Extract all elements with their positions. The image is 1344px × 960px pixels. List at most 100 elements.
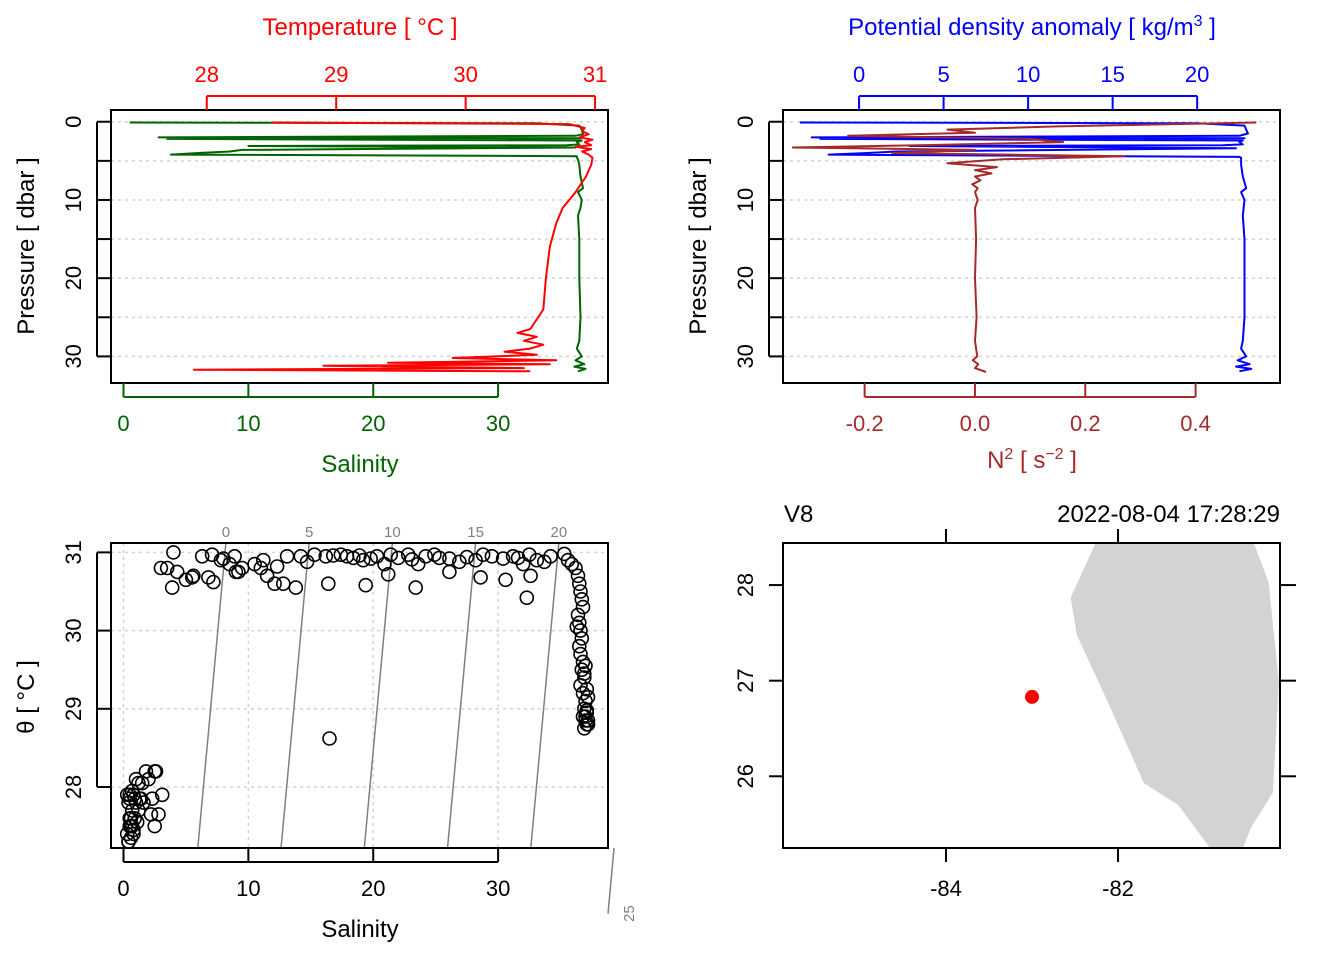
x-tick-label: -84 <box>930 876 962 901</box>
ts-point <box>128 771 144 787</box>
ts-point <box>227 548 242 564</box>
bottom-tick-label: 0.4 <box>1180 411 1211 436</box>
y-tick-label: 0 <box>61 116 86 128</box>
ts-point <box>570 607 586 623</box>
ts-point <box>154 787 170 803</box>
ts-point <box>269 559 285 574</box>
ts-point <box>432 550 447 566</box>
x-axis-label: Salinity <box>321 916 398 943</box>
ts-point <box>318 548 334 564</box>
ts-point <box>138 764 154 779</box>
top-tick-label: 15 <box>1100 62 1124 87</box>
x-tick-label: 10 <box>236 876 260 901</box>
ts-point <box>452 554 467 570</box>
ts-point <box>498 572 513 588</box>
y-tick-label: 30 <box>733 344 758 368</box>
ts-point <box>307 547 322 563</box>
ts-point <box>400 547 416 563</box>
ts-point <box>159 560 175 576</box>
bottom-tick-label: 10 <box>236 411 260 436</box>
bottom-axis-label: N2 [ s−2 ] <box>987 446 1077 474</box>
ts-point <box>320 576 336 592</box>
panel-density-n2-profile: 0 10 20 30 0 5 10 15 20 -0.2 0.0 0.2 0.4 Potential d… <box>685 13 1281 474</box>
plot-frame <box>782 542 1281 849</box>
ts-point <box>206 574 221 590</box>
top-tick-label: 10 <box>1016 62 1040 87</box>
ts-point <box>390 550 406 566</box>
superscript-minus-2: −2 <box>1045 446 1063 463</box>
y-tick-label: 20 <box>61 266 86 290</box>
ts-point <box>568 560 583 576</box>
x-tick-label: 20 <box>361 876 385 901</box>
ts-point <box>129 814 145 830</box>
top-tick-label: 5 <box>937 62 949 87</box>
top-axis-label: Potential density anomaly [ kg/m3 ] <box>848 13 1216 41</box>
ts-point <box>123 830 139 846</box>
ts-point <box>543 548 558 564</box>
land-polygon <box>1070 543 1279 848</box>
ts-point <box>579 703 595 718</box>
top-axis-label: Temperature [ °C ] <box>263 14 458 41</box>
ts-point <box>143 807 159 822</box>
top-tick-label: 28 <box>195 62 219 87</box>
ts-point <box>579 681 595 697</box>
ts-point <box>358 577 374 593</box>
n2-label-close: ] <box>1064 447 1077 474</box>
ts-point <box>122 791 137 807</box>
ts-point <box>380 566 396 582</box>
ts-point <box>578 658 593 674</box>
ts-point <box>574 662 590 678</box>
ts-point <box>573 584 588 599</box>
ts-point <box>560 552 576 568</box>
ts-point <box>288 580 304 595</box>
y-tick-label: 27 <box>733 668 758 692</box>
ts-point <box>578 709 593 724</box>
n2-label-n: N <box>987 447 1004 474</box>
isopycnal-line <box>197 542 227 849</box>
ts-point <box>523 568 538 584</box>
ts-point <box>133 791 149 807</box>
density-label-text: Potential density anomaly [ kg/m <box>848 14 1194 41</box>
pressure-gridlines <box>111 120 608 358</box>
plot-frame <box>782 109 1281 384</box>
ts-point <box>164 580 180 595</box>
isopycnal-label: 15 <box>467 524 484 541</box>
bottom-axis-label: Salinity <box>321 451 398 478</box>
x-tick-label: 0 <box>117 876 129 901</box>
ts-point <box>126 787 141 803</box>
temperature-line <box>192 121 594 373</box>
ts-point <box>267 576 282 592</box>
ts-point <box>473 570 488 585</box>
ts-point <box>126 822 141 838</box>
pressure-gridlines <box>783 120 1280 358</box>
ts-point <box>578 693 593 709</box>
panel-ts-diagram: 0 5 10 15 20 25 0 10 20 30 28 29 30 31 Salinity θ [ … <box>13 524 638 943</box>
ts-point <box>127 810 142 826</box>
ts-point <box>144 791 160 807</box>
ts-point <box>475 547 491 563</box>
isopycnal-line <box>446 542 477 849</box>
isopycnal-line <box>363 542 394 849</box>
ts-point <box>580 713 596 728</box>
ts-point <box>352 548 367 563</box>
y-tick-label: 26 <box>733 764 758 788</box>
ts-point <box>322 731 337 746</box>
ts-point <box>571 576 587 592</box>
ts-point <box>571 638 587 654</box>
ts-point <box>573 623 588 638</box>
ts-point <box>564 556 580 572</box>
x-tick-label: 30 <box>486 876 510 901</box>
isopycnal-label: 0 <box>222 524 230 541</box>
ts-point <box>495 551 511 566</box>
top-tick-label: 0 <box>853 62 865 87</box>
isopycnal-line <box>530 542 560 849</box>
y-tick-label: 10 <box>61 188 86 212</box>
plot-frame <box>110 542 609 849</box>
profile-lines <box>791 121 1257 373</box>
top-tick-label: 20 <box>1185 62 1209 87</box>
ts-point <box>345 550 361 566</box>
isopycnal-label: 5 <box>305 524 313 541</box>
ts-point <box>410 556 426 572</box>
density-label-close: ] <box>1203 14 1216 41</box>
